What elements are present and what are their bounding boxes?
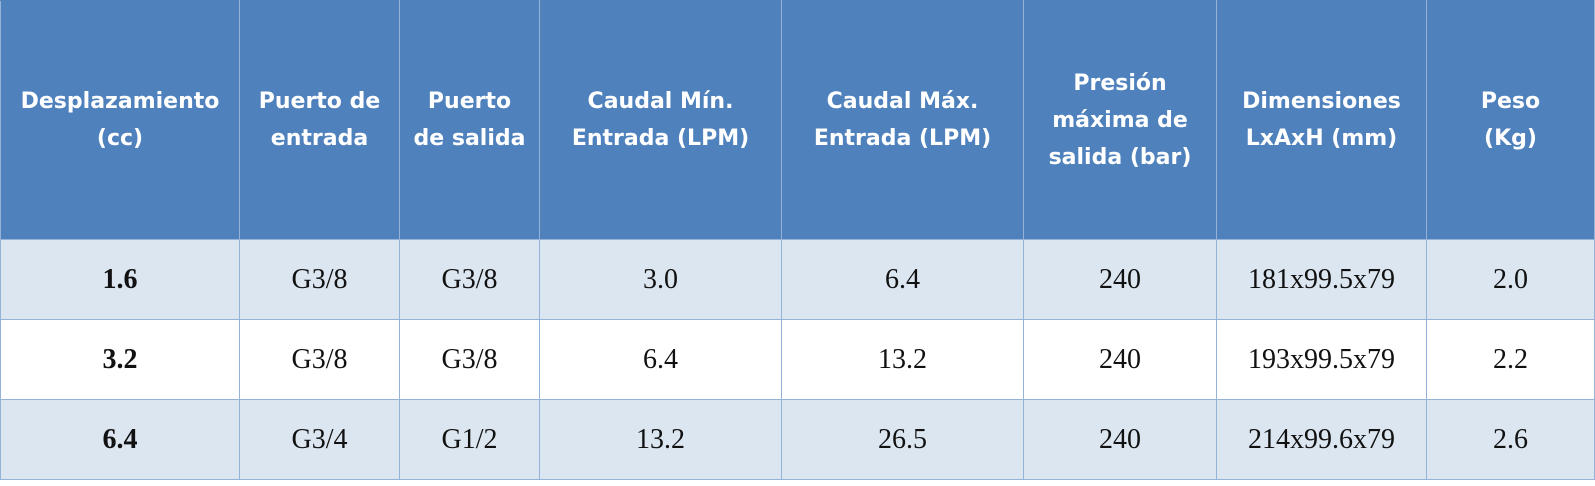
header-line: Desplazamiento [20,89,220,114]
header-line: (Kg) [1484,126,1537,151]
cell-puerto-entrada: G3/8 [239,319,400,400]
header-line: Entrada (LPM) [813,126,992,151]
table-row: 1.6 G3/8 G3/8 3.0 6.4 240 181x99.5x79 2.… [0,239,1595,320]
header-line: salida (bar) [1048,144,1192,170]
cell-dimensiones: 214x99.6x79 [1216,399,1427,480]
cell-peso: 2.0 [1426,239,1595,320]
table-row: 3.2 G3/8 G3/8 6.4 13.2 240 193x99.5x79 2… [0,319,1595,400]
header-line: Puerto de [258,89,381,114]
header-peso: Peso (Kg) [1426,0,1595,240]
cell-desplazamiento: 1.6 [0,239,240,320]
header-line: entrada [270,126,369,151]
cell-peso: 2.2 [1426,319,1595,400]
header-puerto-salida: Puerto de salida [399,0,540,240]
cell-caudal-min: 13.2 [539,399,782,480]
header-line: Puerto [427,89,512,114]
cell-presion: 240 [1023,239,1217,320]
cell-dimensiones: 181x99.5x79 [1216,239,1427,320]
cell-desplazamiento: 6.4 [0,399,240,480]
cell-puerto-entrada: G3/8 [239,239,400,320]
header-presion: Presión máxima de salida (bar) [1023,0,1217,240]
header-caudal-min: Caudal Mín. Entrada (LPM) [539,0,782,240]
cell-puerto-entrada: G3/4 [239,399,400,480]
cell-presion: 240 [1023,399,1217,480]
header-line: Dimensiones [1242,89,1401,114]
cell-caudal-min: 3.0 [539,239,782,320]
cell-puerto-salida: G3/8 [399,239,540,320]
header-dimensiones: Dimensiones LxAxH (mm) [1216,0,1427,240]
cell-peso: 2.6 [1426,399,1595,480]
cell-caudal-min: 6.4 [539,319,782,400]
header-row: Desplazamiento (cc) Puerto de entrada Pu… [0,0,1595,240]
table-row: 6.4 G3/4 G1/2 13.2 26.5 240 214x99.6x79 … [0,399,1595,480]
cell-presion: 240 [1023,319,1217,400]
header-caudal-max: Caudal Máx. Entrada (LPM) [781,0,1024,240]
cell-caudal-max: 13.2 [781,319,1024,400]
header-line: de salida [413,126,526,151]
header-line: LxAxH (mm) [1245,126,1398,151]
cell-puerto-salida: G1/2 [399,399,540,480]
header-puerto-entrada: Puerto de entrada [239,0,400,240]
header-line: Entrada (LPM) [571,126,750,151]
cell-desplazamiento: 3.2 [0,319,240,400]
header-line: (cc) [96,126,144,151]
cell-puerto-salida: G3/8 [399,319,540,400]
cell-dimensiones: 193x99.5x79 [1216,319,1427,400]
header-line: Caudal Mín. [587,89,734,114]
cell-caudal-max: 6.4 [781,239,1024,320]
header-line: Caudal Máx. [826,89,979,114]
header-line: máxima de [1052,107,1188,133]
header-line: Peso [1480,89,1541,114]
cell-caudal-max: 26.5 [781,399,1024,480]
header-desplazamiento: Desplazamiento (cc) [0,0,240,240]
header-line: Presión [1073,70,1167,96]
